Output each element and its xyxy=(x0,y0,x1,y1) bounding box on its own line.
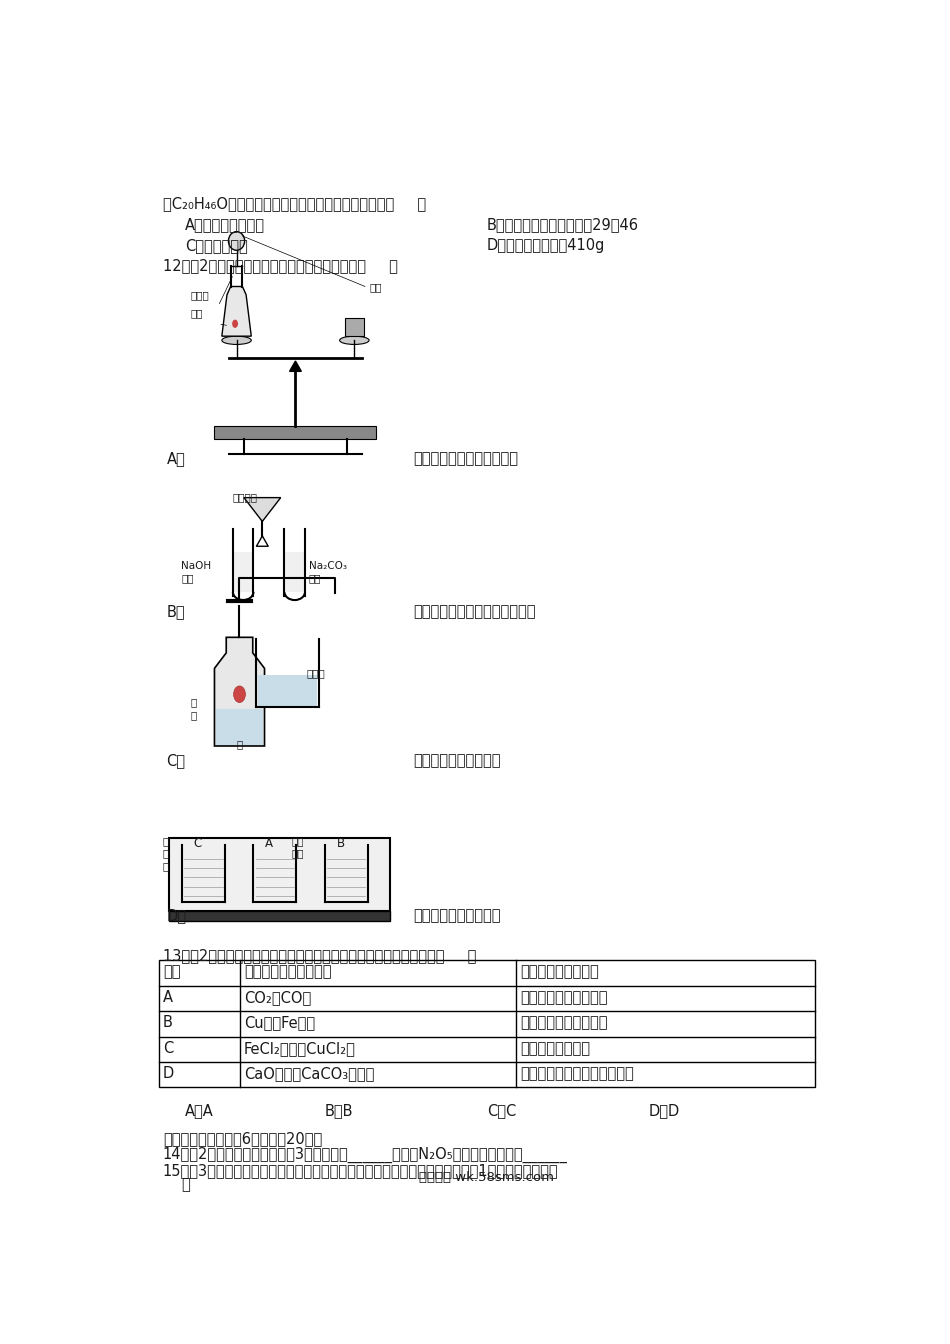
Text: CO₂（CO）: CO₂（CO） xyxy=(244,989,312,1005)
Text: A．由三种元素组成: A．由三种元素组成 xyxy=(185,218,265,233)
Polygon shape xyxy=(290,362,301,371)
Text: 12．（2分）如图所示实验设计不能达到目的是（     ）: 12．（2分）如图所示实验设计不能达到目的是（ ） xyxy=(163,258,398,274)
Polygon shape xyxy=(221,286,251,336)
Text: 水: 水 xyxy=(163,862,169,871)
Text: 酚酞: 酚酞 xyxy=(291,836,304,845)
Text: 选项: 选项 xyxy=(163,965,180,980)
Text: 五八文库 wk.58sms.com: 五八文库 wk.58sms.com xyxy=(419,1171,555,1184)
Text: 酚酞溶液: 酚酞溶液 xyxy=(233,492,257,503)
Text: 证明分子在不断地运动: 证明分子在不断地运动 xyxy=(413,909,501,923)
Bar xyxy=(216,708,263,745)
Ellipse shape xyxy=(340,336,369,344)
Text: D: D xyxy=(163,1066,174,1081)
Text: CaO粉末（CaCO₃粉末）: CaO粉末（CaCO₃粉末） xyxy=(244,1066,374,1081)
Text: 溶液: 溶液 xyxy=(309,573,321,583)
Text: Cu粉（Fe粉）: Cu粉（Fe粉） xyxy=(244,1015,315,1031)
Text: C．: C． xyxy=(166,753,185,769)
Text: 测定空气中的氧气含量: 测定空气中的氧气含量 xyxy=(413,753,501,769)
Bar xyxy=(345,317,364,336)
Text: A．: A． xyxy=(166,452,185,466)
Text: 物质（括号内为杂质）: 物质（括号内为杂质） xyxy=(244,965,332,980)
Text: 红磷: 红磷 xyxy=(191,308,203,319)
Polygon shape xyxy=(244,497,281,521)
Text: FeCl₂溶液（CuCl₂）: FeCl₂溶液（CuCl₂） xyxy=(244,1040,356,1056)
Text: 红: 红 xyxy=(191,698,198,707)
Text: 13．（2分）除去下列物质中的杂质，所选试剂及操作方法错误的是（     ）: 13．（2分）除去下列物质中的杂质，所选试剂及操作方法错误的是（ ） xyxy=(163,948,476,962)
Text: D．: D． xyxy=(166,909,186,923)
Bar xyxy=(169,839,390,910)
Text: C．C: C．C xyxy=(486,1103,516,1118)
Text: 验证化学反应前后质量守恒: 验证化学反应前后质量守恒 xyxy=(413,452,519,466)
Text: 加过量的稀盐酸，过滤: 加过量的稀盐酸，过滤 xyxy=(520,1015,607,1031)
Text: B: B xyxy=(163,1015,173,1031)
Text: A: A xyxy=(265,837,274,849)
Text: A．A: A．A xyxy=(185,1103,214,1118)
Text: 浓: 浓 xyxy=(163,836,169,845)
Text: 选用试剂及操作方法: 选用试剂及操作方法 xyxy=(520,965,598,980)
Text: D．相对分子质量为410g: D．相对分子质量为410g xyxy=(486,238,605,253)
Circle shape xyxy=(232,320,238,328)
Bar xyxy=(169,910,390,921)
Text: C．属于氧化物: C．属于氧化物 xyxy=(185,238,248,253)
Ellipse shape xyxy=(228,231,245,250)
Bar xyxy=(234,552,253,591)
Text: 鉴别碳酸钠溶液和氢氧化钠溶液: 鉴别碳酸钠溶液和氢氧化钠溶液 xyxy=(413,605,536,620)
Text: 玻璃管: 玻璃管 xyxy=(191,290,210,301)
Text: 15．（3分）元素周期表是学习和研究化学的重要工具。溴元素的相关信息如图1所示，回答下列问: 15．（3分）元素周期表是学习和研究化学的重要工具。溴元素的相关信息如图1所示，… xyxy=(163,1163,559,1179)
Text: C: C xyxy=(194,837,202,849)
Text: Na₂CO₃: Na₂CO₃ xyxy=(309,560,347,571)
Text: C: C xyxy=(163,1040,173,1056)
Text: 气球: 气球 xyxy=(369,282,382,293)
Text: 加过量铁粉，过滤: 加过量铁粉，过滤 xyxy=(520,1040,590,1056)
Ellipse shape xyxy=(222,336,251,344)
Text: 加足量的水，充分搅拌后过滤: 加足量的水，充分搅拌后过滤 xyxy=(520,1066,634,1081)
Polygon shape xyxy=(215,637,264,746)
Text: （C₂₀H₄₆O），不能食用。关于该毒素说法正确的是（     ）: （C₂₀H₄₆O），不能食用。关于该毒素说法正确的是（ ） xyxy=(163,196,426,211)
Text: A: A xyxy=(163,989,173,1005)
Bar xyxy=(160,960,814,1087)
Text: 通过足量的灼热氧化铜: 通过足量的灼热氧化铜 xyxy=(520,989,607,1005)
Text: 溶液: 溶液 xyxy=(291,848,304,859)
Text: NaOH: NaOH xyxy=(181,560,212,571)
Circle shape xyxy=(234,685,245,703)
Text: B．碳、氢元素的质量比是29：46: B．碳、氢元素的质量比是29：46 xyxy=(486,218,638,233)
Text: B．B: B．B xyxy=(325,1103,353,1118)
Text: 题: 题 xyxy=(181,1177,190,1192)
Text: B．: B． xyxy=(166,605,185,620)
Bar xyxy=(215,426,376,438)
Text: 磷: 磷 xyxy=(191,710,198,720)
Text: 氨: 氨 xyxy=(163,848,169,859)
Bar xyxy=(257,675,317,706)
Text: 二、填空题（本题共6小题，共20分）: 二、填空题（本题共6小题，共20分） xyxy=(163,1130,322,1146)
Text: 止水夹: 止水夹 xyxy=(307,668,325,679)
Text: D．D: D．D xyxy=(649,1103,680,1118)
Text: 溶液: 溶液 xyxy=(181,573,194,583)
Text: 14．（2分）用化学用语填空：3个铵根离子______；标出N₂O₅中氮元素的化合价______: 14．（2分）用化学用语填空：3个铵根离子______；标出N₂O₅中氮元素的化… xyxy=(163,1146,568,1163)
Text: 水: 水 xyxy=(237,739,243,749)
Text: B: B xyxy=(336,837,345,849)
Bar xyxy=(285,552,304,591)
